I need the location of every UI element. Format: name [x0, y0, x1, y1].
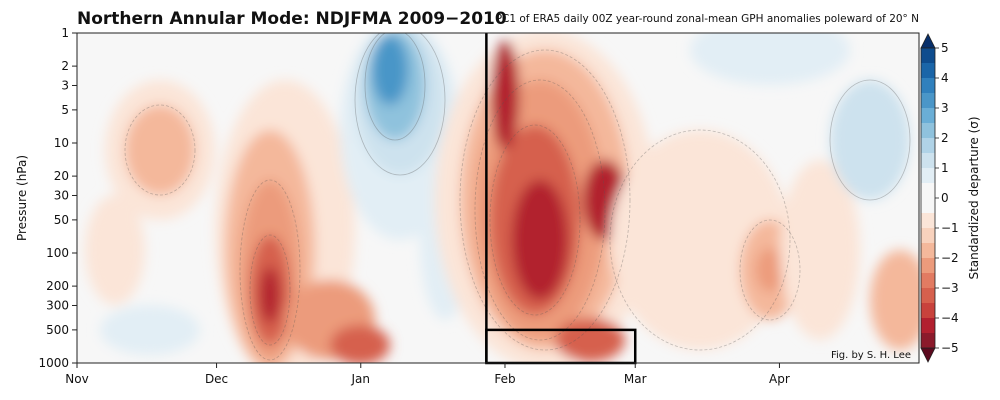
colorbar-band: [921, 108, 935, 123]
contour-region: [372, 35, 408, 105]
colorbar-band: [921, 273, 935, 288]
contour-region: [491, 40, 519, 150]
y-tick-label: 20: [54, 169, 69, 183]
anomaly-field: [85, 33, 919, 363]
colorbar-band: [921, 318, 935, 333]
colorbar-band: [921, 48, 935, 63]
x-axis: Nov Dec Jan Feb Mar Apr: [65, 363, 790, 386]
plot-frame: [76, 32, 920, 364]
y-tick-label: 3: [61, 78, 69, 92]
colorbar-extend-bottom: [920, 347, 936, 363]
contour-region: [756, 248, 784, 292]
contour-region: [125, 105, 195, 195]
y-tick-label: 1000: [38, 356, 69, 370]
y-tick-label: 500: [46, 323, 69, 337]
colorbar-label: Standardized departure (σ): [967, 116, 981, 279]
x-tick-label: Nov: [65, 372, 88, 386]
y-tick-label: 300: [46, 298, 69, 312]
colorbar-band: [921, 93, 935, 108]
x-tick-label: Feb: [494, 372, 515, 386]
y-axis: 1 2 3 5 10 20 30 50 100 200 300 500 1000: [38, 26, 77, 370]
colorbar-tick-label: −3: [941, 281, 959, 295]
y-tick-label: 30: [54, 188, 69, 202]
colorbar-tick-label: −1: [941, 221, 959, 235]
colorbar-band: [921, 198, 935, 213]
chart-subtitle: PC1 of ERA5 daily 00Z year-round zonal-m…: [496, 13, 919, 25]
contour-region: [330, 325, 390, 363]
contour-region: [830, 80, 910, 200]
contour-region: [555, 318, 625, 362]
colorbar-tick-label: −5: [941, 341, 959, 355]
colorbar-band: [921, 123, 935, 138]
contour-lines: [124, 49, 801, 361]
contour-region: [870, 250, 919, 350]
contour-lines-negative: [354, 33, 911, 201]
colorbar-tick-label: 2: [941, 131, 949, 145]
contour-region: [690, 33, 850, 85]
colorbar-tick-label: −2: [941, 251, 959, 265]
y-tick-label: 200: [46, 279, 69, 293]
contour-region: [100, 305, 200, 355]
x-tick-label: Mar: [624, 372, 647, 386]
y-tick-label: 2: [61, 59, 69, 73]
colorbar-tick-label: 1: [941, 161, 949, 175]
figure-credit: Fig. by S. H. Lee: [831, 350, 911, 361]
colorbar-tick-label: 5: [941, 41, 949, 55]
colorbar-band: [921, 63, 935, 78]
colorbar-band: [921, 153, 935, 168]
colorbar-band: [921, 78, 935, 93]
contour-region: [85, 195, 145, 305]
colorbar-tick-label: 3: [941, 101, 949, 115]
y-tick-label: 10: [54, 136, 69, 150]
colorbar-band: [921, 168, 935, 183]
colorbar-band: [921, 213, 935, 228]
colorbar-tick-label: 0: [941, 191, 949, 205]
x-tick-label: Apr: [769, 372, 790, 386]
x-tick-label: Dec: [205, 372, 228, 386]
y-tick-label: 100: [46, 246, 69, 260]
colorbar-band: [921, 138, 935, 153]
y-axis-label: Pressure (hPa): [15, 155, 29, 241]
colorbar-band: [921, 228, 935, 243]
y-tick-label: 5: [61, 103, 69, 117]
colorbar-band: [921, 303, 935, 318]
colorbar-tick-label: 4: [941, 71, 949, 85]
chart-title: Northern Annular Mode: NDJFMA 2009−2010: [77, 9, 507, 29]
contour-region: [260, 267, 280, 323]
contour-region: [780, 160, 860, 340]
colorbar-band: [921, 183, 935, 198]
colorbar-tick-label: −4: [941, 311, 959, 325]
colorbar-band: [921, 258, 935, 273]
colorbar-band: [921, 243, 935, 258]
x-tick-label: Jan: [351, 372, 371, 386]
colorbar-band: [921, 333, 935, 348]
y-tick-label: 50: [54, 213, 69, 227]
colorbar-band: [921, 288, 935, 303]
colorbar: 5 4 3 2 1 0 −1 −2 −3 −4 −5: [920, 33, 959, 363]
colorbar-extend-top: [920, 33, 936, 49]
contour-region: [512, 180, 568, 300]
y-tick-label: 1: [61, 26, 69, 40]
